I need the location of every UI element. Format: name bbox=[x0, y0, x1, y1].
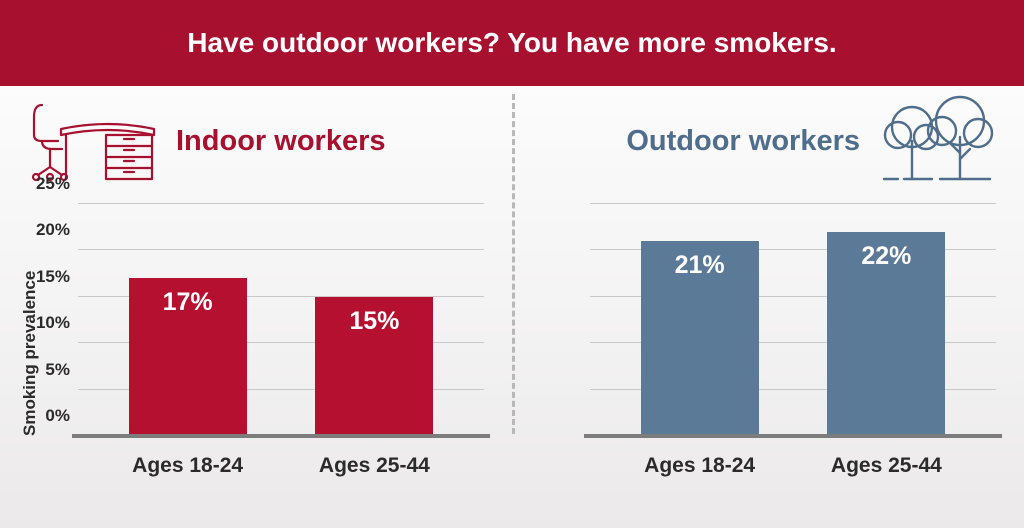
y-tick: 5% bbox=[45, 360, 78, 380]
y-tick: 20% bbox=[36, 220, 78, 240]
x-tick: Ages 25-44 bbox=[319, 436, 430, 478]
bar-value-label: 22% bbox=[827, 242, 945, 271]
x-tick: Ages 25-44 bbox=[831, 436, 942, 478]
y-tick: 15% bbox=[36, 267, 78, 287]
panel-indoor-title: Indoor workers bbox=[176, 125, 386, 158]
y-axis-title: Smoking prevalence bbox=[20, 271, 40, 436]
gridline bbox=[590, 203, 996, 204]
baseline bbox=[72, 434, 490, 438]
trees-icon bbox=[878, 91, 996, 191]
x-tick: Ages 18-24 bbox=[132, 436, 243, 478]
plot-indoor: 0%5%10%15%20%25%17%Ages 18-2415%Ages 25-… bbox=[78, 204, 484, 436]
gridline bbox=[78, 203, 484, 204]
y-tick: 25% bbox=[36, 174, 78, 194]
panel-divider bbox=[512, 94, 515, 434]
panel-outdoor: Outdoor workers bbox=[512, 86, 1024, 528]
chart-outdoor: 21%Ages 18-2422%Ages 25-44 bbox=[590, 204, 996, 436]
bar: 17% bbox=[129, 278, 247, 436]
plot-outdoor: 21%Ages 18-2422%Ages 25-44 bbox=[590, 204, 996, 436]
baseline bbox=[584, 434, 1002, 438]
bar: 15% bbox=[315, 297, 433, 436]
bar-value-label: 15% bbox=[315, 307, 433, 336]
bar: 22% bbox=[827, 232, 945, 436]
bar-value-label: 17% bbox=[129, 288, 247, 317]
panel-outdoor-title: Outdoor workers bbox=[626, 125, 860, 158]
y-tick: 10% bbox=[36, 313, 78, 333]
bar-value-label: 21% bbox=[641, 251, 759, 280]
gridline bbox=[78, 249, 484, 250]
chart-indoor: Smoking prevalence 0%5%10%15%20%25%17%Ag… bbox=[78, 204, 484, 436]
header-title: Have outdoor workers? You have more smok… bbox=[187, 27, 836, 58]
y-tick: 0% bbox=[45, 406, 78, 426]
panel-indoor: Indoor workers Smoking prevalence 0%5%10… bbox=[0, 86, 512, 528]
bar: 21% bbox=[641, 241, 759, 436]
x-tick: Ages 18-24 bbox=[644, 436, 755, 478]
panel-outdoor-header: Outdoor workers bbox=[512, 86, 1024, 196]
header-banner: Have outdoor workers? You have more smok… bbox=[0, 0, 1024, 86]
panels-container: Indoor workers Smoking prevalence 0%5%10… bbox=[0, 86, 1024, 528]
